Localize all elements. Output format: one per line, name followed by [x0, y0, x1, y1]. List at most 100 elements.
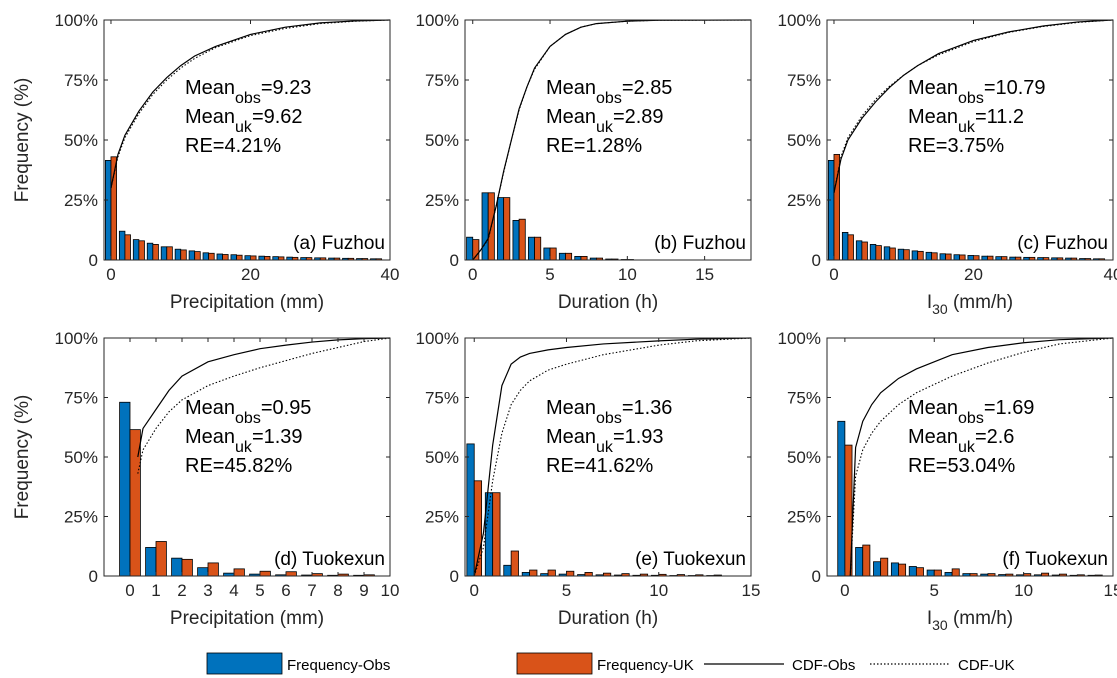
- x-axis-label: Duration (h): [558, 608, 658, 629]
- bar-uk-4-3: [207, 562, 219, 577]
- x-tick-label: 5: [562, 581, 571, 600]
- panel-label: (b) Fuzhou: [654, 233, 746, 254]
- bar-uk-6-4: [915, 567, 924, 577]
- bar-obs-6-5: [926, 569, 935, 577]
- stat-mean-uk: Meanuk=1.93: [546, 426, 664, 456]
- x-tick-label: 8: [333, 581, 342, 600]
- bar-obs-1-3: [146, 242, 154, 261]
- bar-obs-1-11: [258, 255, 265, 261]
- bar-obs-3-12: [995, 256, 1002, 261]
- bar-uk-4-4: [233, 568, 245, 577]
- cdf-obs-line-1: [110, 19, 391, 189]
- bar-obs-3-4: [883, 246, 891, 261]
- bar-uk-2-7: [580, 255, 588, 261]
- bar-obs-2-0: [466, 236, 474, 261]
- bar-uk-5-1: [492, 492, 501, 577]
- legend-swatch-1: [206, 652, 283, 675]
- y-tick-label: 75%: [64, 389, 98, 408]
- y-tick-label: 50%: [787, 448, 821, 467]
- bar-uk-2-5: [549, 247, 557, 261]
- y-axis-label: Frequency (%): [12, 395, 33, 520]
- bar-uk-3-5: [903, 249, 910, 261]
- bar-uk-4-6: [285, 571, 297, 577]
- bar-uk-3-2: [861, 241, 868, 261]
- x-tick-label: 9: [359, 581, 368, 600]
- x-tick-label: 15: [695, 265, 714, 284]
- bar-uk-3-8: [945, 253, 952, 261]
- legend-label: Frequency-UK: [597, 657, 694, 674]
- x-tick-label: 0: [829, 265, 838, 284]
- bar-obs-3-11: [981, 255, 988, 261]
- x-tick-label: 20: [964, 265, 983, 284]
- x-tick-label: 0: [468, 265, 477, 284]
- bar-uk-6-6: [951, 568, 960, 577]
- x-tick-label: 10: [1014, 581, 1033, 600]
- bar-uk-6-1: [862, 544, 871, 577]
- bar-uk-3-6: [917, 250, 924, 261]
- y-tick-label: 100%: [416, 11, 459, 30]
- stat-re: RE=53.04%: [908, 455, 1016, 477]
- bar-uk-1-7: [208, 252, 215, 261]
- y-tick-label: 0: [812, 251, 821, 270]
- x-tick-label: 15: [742, 581, 761, 600]
- stat-mean-uk: Meanuk=2.89: [546, 106, 664, 136]
- y-tick-label: 0: [89, 567, 98, 586]
- bar-obs-2-6: [558, 252, 566, 261]
- bar-obs-2-2: [497, 197, 505, 261]
- y-tick-label: 75%: [787, 71, 821, 90]
- y-tick-label: 0: [450, 567, 459, 586]
- bar-uk-5-3: [529, 569, 538, 577]
- bar-obs-1-8: [216, 253, 223, 261]
- y-tick-label: 75%: [425, 71, 459, 90]
- bar-uk-2-6: [565, 252, 573, 261]
- bar-obs-3-2: [855, 240, 863, 261]
- bar-obs-2-4: [527, 236, 535, 261]
- x-tick-label: 2: [177, 581, 186, 600]
- bar-uk-6-3: [898, 563, 907, 577]
- x-tick-label: 5: [930, 581, 939, 600]
- x-axis-label: Duration (h): [558, 292, 658, 313]
- y-tick-label: 50%: [64, 448, 98, 467]
- x-tick-label: 6: [281, 581, 290, 600]
- bar-uk-6-5: [933, 569, 942, 577]
- bar-uk-5-2: [510, 550, 519, 577]
- subplot-1: 0 25% 50% 75% 100% 0 20 40 Precipitation (mm) Fre…: [12, 11, 399, 313]
- bar-uk-1-4: [166, 246, 173, 261]
- subplot-3: 0 25% 50% 75% 100% 0 20 40 I30 (mm/h) Meanobs=10.…: [778, 11, 1117, 317]
- x-tick-label: 3: [203, 581, 212, 600]
- stat-mean-uk: Meanuk=2.6: [908, 426, 1014, 456]
- stat-mean-uk: Meanuk=1.39: [185, 426, 303, 456]
- bar-obs-6-2: [873, 561, 882, 577]
- bar-obs-1-7: [202, 252, 210, 261]
- bar-obs-2-1: [481, 192, 489, 261]
- bar-obs-3-0: [828, 159, 835, 261]
- stat-re: RE=45.82%: [185, 455, 293, 477]
- y-tick-label: 0: [89, 251, 98, 270]
- bar-obs-3-5: [897, 248, 905, 261]
- bar-uk-3-7: [931, 252, 938, 261]
- bar-uk-5-0: [473, 480, 483, 577]
- stat-mean-obs: Meanobs=10.79: [908, 77, 1046, 107]
- stat-mean-obs: Meanobs=0.95: [185, 397, 311, 427]
- bar-uk-5-6: [584, 572, 593, 577]
- panel-label: (f) Tuokexun: [1002, 549, 1108, 570]
- x-tick-label: 0: [840, 581, 849, 600]
- y-tick-label: 100%: [416, 329, 459, 348]
- stat-mean-obs: Meanobs=1.69: [908, 397, 1034, 427]
- stat-mean-obs: Meanobs=2.85: [546, 77, 672, 107]
- y-tick-label: 25%: [425, 508, 459, 527]
- bar-obs-4-0: [119, 401, 131, 577]
- stat-mean-uk: Meanuk=9.62: [185, 106, 303, 136]
- bar-uk-1-9: [236, 254, 243, 261]
- bar-obs-1-6: [188, 250, 196, 261]
- stat-mean-obs: Meanobs=9.23: [185, 77, 311, 107]
- subplot-4: 025%50%75%100%0 1 2 3 4 5 6 7 8 9 10Precipitation …: [12, 329, 399, 629]
- bar-obs-6-4: [908, 566, 917, 577]
- bar-uk-1-1: [124, 234, 131, 261]
- x-tick-label: 15: [1104, 581, 1117, 600]
- y-tick-label: 100%: [55, 11, 98, 30]
- cdf-obs-line-3: [833, 19, 1114, 193]
- bar-uk-1-10: [250, 255, 257, 261]
- y-tick-label: 0: [812, 567, 821, 586]
- bar-uk-3-11: [987, 255, 994, 261]
